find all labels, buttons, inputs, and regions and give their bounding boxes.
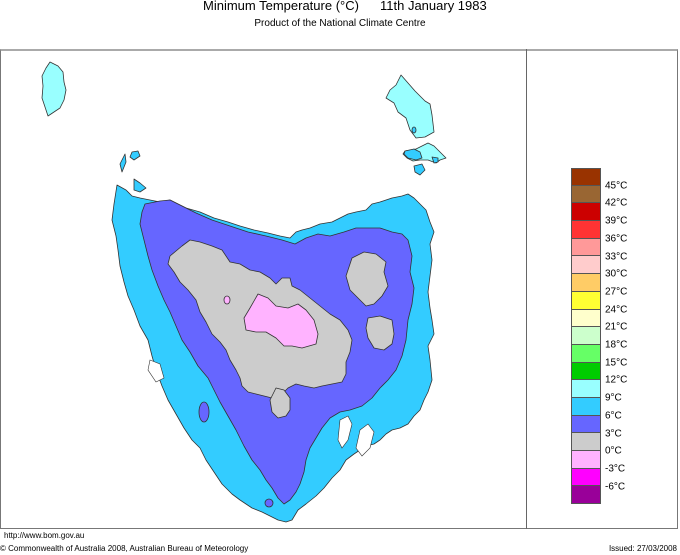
legend-label: -6°C xyxy=(605,481,626,493)
legend-label: 42°C xyxy=(605,197,628,209)
legend-swatch xyxy=(571,380,601,398)
zone-neg3-0 xyxy=(243,293,319,349)
legend-swatch xyxy=(571,327,601,345)
source-url[interactable]: http://www.bom.gov.au xyxy=(4,531,85,540)
frame-divider xyxy=(526,49,527,529)
legend-swatch xyxy=(571,256,601,275)
legend-label: -3°C xyxy=(605,463,626,475)
copyright-notice: © Commonwealth of Australia 2008, Austra… xyxy=(0,544,249,553)
legend-swatch xyxy=(571,468,601,487)
legend-swatch xyxy=(571,274,601,292)
legend-label: 36°C xyxy=(605,233,628,245)
legend-swatch xyxy=(571,415,601,434)
title-date: 11th January 1983 xyxy=(380,0,487,13)
legend-label: 0°C xyxy=(605,445,622,457)
legend-swatch xyxy=(571,168,601,186)
legend-swatch xyxy=(571,451,601,469)
flinders-island xyxy=(385,74,435,139)
subtitle: Product of the National Climate Centre xyxy=(254,18,426,29)
legend-label: 27°C xyxy=(605,286,628,298)
map-title: Minimum Temperature (°C) 11th January 19… xyxy=(0,0,680,18)
legend-swatch xyxy=(571,433,601,451)
legend-label: 18°C xyxy=(605,339,628,351)
legend-label: 24°C xyxy=(605,304,628,316)
legend-swatch xyxy=(571,362,601,381)
legend-label: 9°C xyxy=(605,392,622,404)
legend-label: 15°C xyxy=(605,357,628,369)
legend-swatch xyxy=(571,309,601,328)
legend-swatch xyxy=(571,238,601,257)
issued-date: Issued: 27/03/2008 xyxy=(608,544,677,553)
legend-label: 3°C xyxy=(605,428,622,439)
legend-swatch xyxy=(571,344,601,363)
legend-swatch xyxy=(571,397,601,416)
temperature-legend xyxy=(571,168,601,505)
legend-label: 33°C xyxy=(605,251,628,262)
legend-label: 21°C xyxy=(605,321,628,333)
tasmania-temperature-map xyxy=(41,61,447,523)
map-frame xyxy=(0,49,678,529)
legend-swatch xyxy=(571,221,601,239)
king-island xyxy=(41,61,67,117)
legend-label: 12°C xyxy=(605,374,628,386)
legend-swatch xyxy=(571,203,601,222)
legend-swatch xyxy=(571,486,601,505)
legend-label: 45°C xyxy=(605,180,628,192)
title-variable: Minimum Temperature (°C) xyxy=(203,0,359,13)
legend-label: 6°C xyxy=(605,410,622,422)
legend-label: 30°C xyxy=(605,268,628,280)
legend-label: 39°C xyxy=(605,215,628,227)
legend-swatch xyxy=(571,291,601,310)
legend-swatch xyxy=(571,185,601,204)
